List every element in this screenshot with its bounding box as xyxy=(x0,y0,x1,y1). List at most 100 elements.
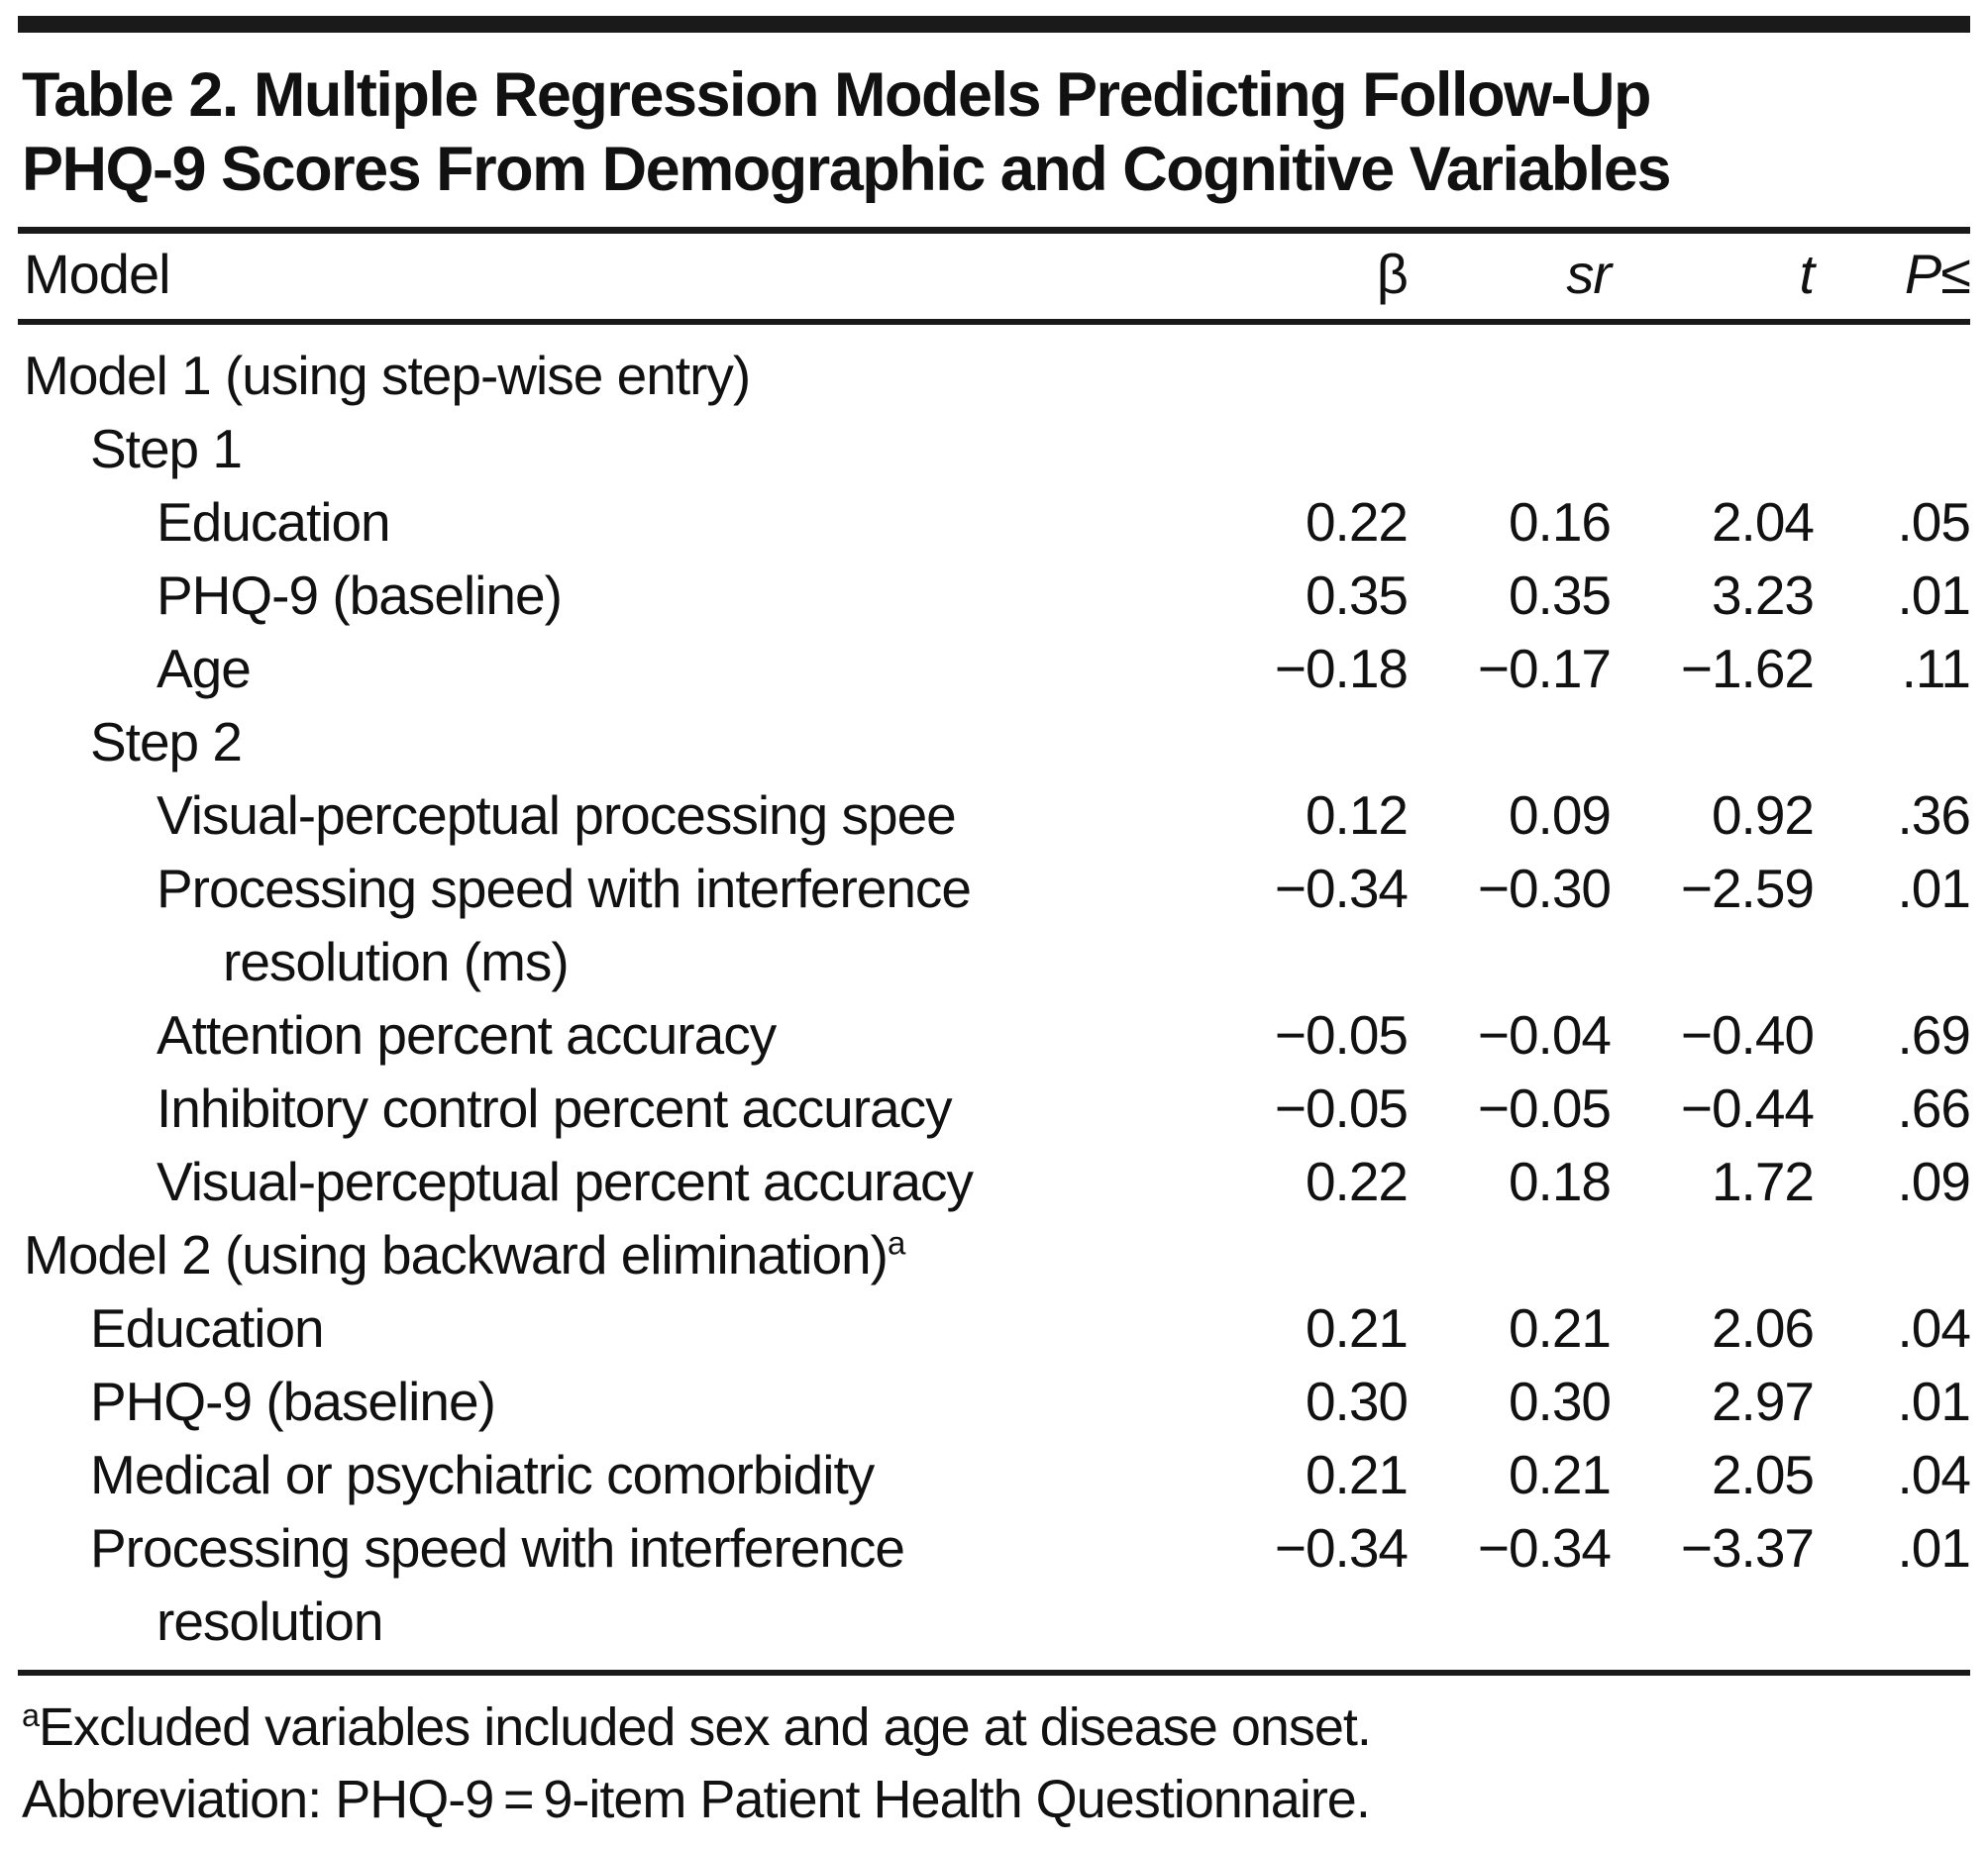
cell-beta: −0.05 xyxy=(1274,1004,1409,1066)
cell-p: .05 xyxy=(1897,491,1971,553)
footnote-abbreviation: Abbreviation: PHQ-9 = 9-item Patient Hea… xyxy=(22,1770,1371,1829)
cell-t: −2.59 xyxy=(1680,858,1815,919)
cell-p xyxy=(1814,412,1970,485)
row-label-text: Processing speed with interference xyxy=(90,1517,905,1579)
cell-p: .69 xyxy=(1897,1004,1971,1066)
title-divider-rule xyxy=(18,227,1970,234)
cell-sr: −0.17 xyxy=(1477,638,1612,699)
cell-t xyxy=(1611,705,1814,778)
row-label: Model 1 (using step-wise entry) xyxy=(18,339,1209,412)
row-label: PHQ-9 (baseline) xyxy=(18,1365,1209,1438)
row-label-text: Visual-perceptual processing spee xyxy=(157,784,957,846)
cell-p: .09 xyxy=(1897,1151,1971,1212)
row-label-text: Model 2 (using backward elimination) xyxy=(24,1224,889,1285)
cell-p xyxy=(1814,705,1970,778)
cell-t xyxy=(1611,1585,1814,1658)
row-label-text: Medical or psychiatric comorbidity xyxy=(90,1444,875,1505)
table-row: PHQ-9 (baseline) 0.30 0.30 2.97 .01 xyxy=(18,1365,1971,1438)
footnote-a-marker: a xyxy=(22,1697,40,1733)
cell-sr xyxy=(1408,925,1611,998)
cell-p: .04 xyxy=(1897,1297,1971,1359)
column-header-beta: β xyxy=(1376,243,1409,305)
cell-p: .01 xyxy=(1897,565,1971,626)
table-row: Step 2 xyxy=(18,705,1970,778)
table-header-row: Model β sr t P≤ xyxy=(18,234,1971,319)
header-divider-rule xyxy=(18,319,1970,325)
cell-beta: 0.21 xyxy=(1305,1444,1409,1505)
cell-sr: −0.34 xyxy=(1477,1517,1612,1579)
cell-sr xyxy=(1408,705,1611,778)
cell-p xyxy=(1814,1585,1970,1658)
cell-beta: 0.30 xyxy=(1305,1371,1409,1432)
row-label-text: Attention percent accuracy xyxy=(157,1004,777,1066)
row-label-text: PHQ-9 (baseline) xyxy=(90,1371,496,1432)
cell-beta: −0.05 xyxy=(1274,1078,1409,1139)
cell-t: −3.37 xyxy=(1680,1517,1815,1579)
cell-t: −0.44 xyxy=(1680,1078,1815,1139)
cell-p: .11 xyxy=(1901,638,1971,699)
row-label-text: Age xyxy=(157,638,252,699)
row-label: Education xyxy=(18,485,1209,559)
cell-sr xyxy=(1408,412,1611,485)
row-label: Processing speed with interference xyxy=(18,1511,1209,1585)
row-label: Step 1 xyxy=(18,412,1209,485)
column-header-p: P≤ xyxy=(1904,243,1971,305)
row-label-text: resolution xyxy=(157,1591,383,1652)
cell-beta: 0.35 xyxy=(1305,565,1409,626)
cell-beta: 0.22 xyxy=(1305,1151,1409,1212)
row-label: Model 2 (using backward elimination)a xyxy=(18,1218,1209,1291)
row-label-text: Model 1 (using step-wise entry) xyxy=(24,345,751,406)
cell-t: 2.05 xyxy=(1711,1444,1815,1505)
row-label-text: PHQ-9 (baseline) xyxy=(157,565,563,626)
cell-t: −0.40 xyxy=(1680,1004,1815,1066)
row-label-text: Inhibitory control percent accuracy xyxy=(157,1078,953,1139)
table-row: Attention percent accuracy −0.05 −0.04 −… xyxy=(18,998,1971,1072)
cell-beta: −0.18 xyxy=(1274,638,1409,699)
table-row: Inhibitory control percent accuracy −0.0… xyxy=(18,1072,1971,1145)
cell-beta: 0.12 xyxy=(1305,784,1409,846)
footnote-a: aExcluded variables included sex and age… xyxy=(22,1692,1970,1764)
table-row: Medical or psychiatric comorbidity 0.21 … xyxy=(18,1438,1971,1511)
cell-p: .36 xyxy=(1897,784,1971,846)
table-row: Education 0.21 0.21 2.06 .04 xyxy=(18,1291,1971,1365)
cell-p xyxy=(1814,1218,1970,1291)
cell-beta: −0.34 xyxy=(1274,1517,1409,1579)
row-label: Attention percent accuracy xyxy=(18,998,1209,1072)
cell-sr: −0.05 xyxy=(1477,1078,1612,1139)
cell-sr xyxy=(1408,339,1611,412)
top-border-bar xyxy=(18,16,1970,33)
table-row: Education 0.22 0.16 2.04 .05 xyxy=(18,485,1971,559)
cell-beta xyxy=(1209,705,1408,778)
table-body: Model 1 (using step-wise entry) Step 1 E… xyxy=(18,325,1971,1670)
table-row: resolution xyxy=(18,1585,1970,1658)
cell-beta xyxy=(1209,1585,1408,1658)
table-title-line-1: Table 2. Multiple Regression Models Pred… xyxy=(22,60,1652,130)
cell-t: 2.97 xyxy=(1711,1371,1815,1432)
cell-t xyxy=(1611,412,1814,485)
cell-p xyxy=(1814,925,1970,998)
row-label: Visual-perceptual processing spee xyxy=(18,778,1209,852)
cell-p: .01 xyxy=(1897,1517,1971,1579)
table-title-line-2: PHQ-9 Scores From Demographic and Cognit… xyxy=(22,135,1671,204)
table-row: Visual-perceptual processing spee 0.12 0… xyxy=(18,778,1971,852)
table-row: Processing speed with interference −0.34… xyxy=(18,852,1971,925)
cell-t xyxy=(1611,925,1814,998)
cell-sr: −0.04 xyxy=(1477,1004,1612,1066)
cell-sr: 0.16 xyxy=(1508,491,1612,553)
column-header-sr: sr xyxy=(1566,243,1612,305)
row-label: Medical or psychiatric comorbidity xyxy=(18,1438,1209,1511)
cell-beta xyxy=(1209,412,1408,485)
body-divider-rule xyxy=(18,1670,1970,1676)
row-label: resolution xyxy=(18,1585,1209,1658)
row-label-text: Step 1 xyxy=(90,418,243,479)
row-label-text: Processing speed with interference xyxy=(157,858,972,919)
row-label-text: Education xyxy=(90,1297,325,1359)
table-row: Model 2 (using backward elimination)a xyxy=(18,1218,1970,1291)
row-label: Inhibitory control percent accuracy xyxy=(18,1072,1209,1145)
footnote-a-text: Excluded variables included sex and age … xyxy=(39,1697,1372,1757)
table-row: Step 1 xyxy=(18,412,1970,485)
cell-sr: 0.18 xyxy=(1508,1151,1612,1212)
table-row: PHQ-9 (baseline) 0.35 0.35 3.23 .01 xyxy=(18,559,1971,632)
cell-beta: 0.21 xyxy=(1305,1297,1409,1359)
